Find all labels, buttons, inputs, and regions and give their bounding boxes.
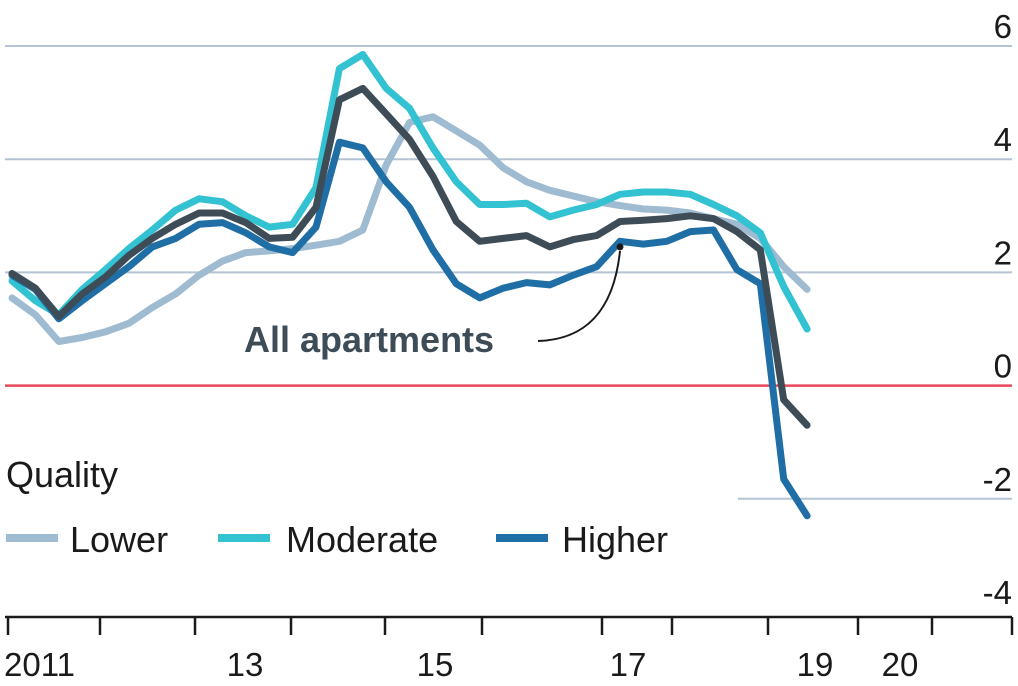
legend-label-moderate: Moderate <box>286 519 438 560</box>
annotation-group: All apartments <box>244 243 624 360</box>
series-line-higher <box>8 138 811 520</box>
y-tick-label: -2 <box>983 461 1012 498</box>
series-line-all-apartments <box>8 84 811 429</box>
x-tick-label: 2011 <box>4 646 75 683</box>
x-tick-label: 13 <box>227 646 264 683</box>
gridlines <box>5 45 1012 500</box>
y-tick-label: -4 <box>983 574 1012 611</box>
annotation-all-apartments: All apartments <box>244 319 494 360</box>
y-tick-label: 2 <box>994 234 1012 271</box>
series-line-moderate <box>8 51 811 333</box>
legend-label-lower: Lower <box>70 519 168 560</box>
x-tick-label: 20 <box>882 646 919 683</box>
x-axis <box>5 615 1014 635</box>
legend: Quality Lower Moderate Higher <box>6 454 668 560</box>
x-tick-label: 15 <box>417 646 454 683</box>
legend-title: Quality <box>6 454 118 495</box>
annotation-leader-line <box>537 250 621 342</box>
x-tick-label: 19 <box>797 646 834 683</box>
annotation-marker <box>616 243 624 251</box>
y-tick-label: 6 <box>994 8 1012 45</box>
series-line-lower <box>8 113 811 345</box>
y-tick-label: 0 <box>994 348 1012 385</box>
legend-label-higher: Higher <box>562 519 668 560</box>
y-tick-label: 4 <box>994 121 1012 158</box>
series-lines <box>8 51 811 520</box>
x-tick-label: 17 <box>610 646 647 683</box>
